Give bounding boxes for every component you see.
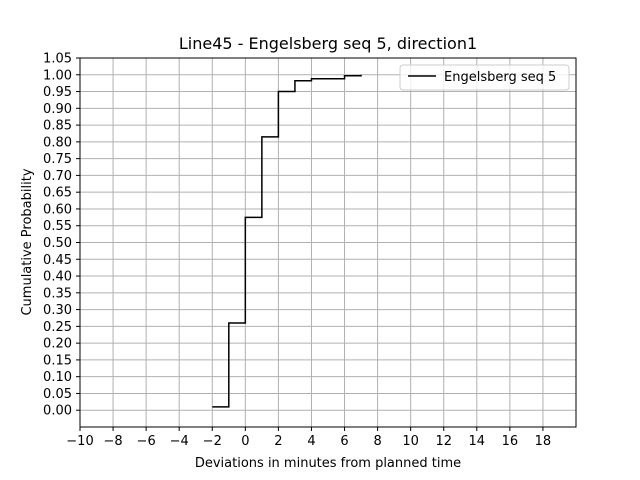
x-tick-label: −4	[170, 434, 189, 449]
y-tick-label: 0.35	[43, 286, 72, 301]
y-tick-label: 1.05	[43, 52, 72, 67]
x-tick-label: −6	[137, 434, 156, 449]
chart-title: Line45 - Engelsberg seq 5, direction1	[179, 34, 477, 53]
x-tick-label: 16	[502, 434, 519, 449]
x-tick-label: −10	[66, 434, 93, 449]
y-tick-label: 0.25	[43, 320, 72, 335]
y-tick-label: 0.75	[43, 152, 72, 167]
y-tick-label: 0.20	[43, 337, 72, 352]
legend-box	[399, 64, 570, 91]
x-tick-label: −2	[203, 434, 222, 449]
x-axis-label: Deviations in minutes from planned time	[195, 456, 461, 471]
y-axis-ticks: 0.00 0.05 0.10 0.150.20 0.25 0.30 0.350.40 0.45…	[43, 52, 80, 419]
series-layer	[212, 74, 362, 408]
legend: Engelsberg seq 5	[399, 64, 570, 91]
y-tick-label: 0.10	[43, 370, 72, 385]
y-tick-label: 0.30	[43, 303, 72, 318]
series-line-engelsberg-seq-5	[212, 74, 362, 408]
y-tick-label: 0.55	[43, 219, 72, 234]
x-tick-label: 8	[373, 434, 381, 449]
y-tick-label: 0.60	[43, 202, 72, 217]
y-tick-label: 0.70	[43, 169, 72, 184]
y-tick-label: 0.85	[43, 119, 72, 134]
y-tick-label: 0.95	[43, 85, 72, 100]
y-tick-label: 0.05	[43, 387, 72, 402]
x-tick-label: 18	[535, 434, 552, 449]
y-tick-label: 0.40	[43, 270, 72, 285]
x-tick-label: 2	[274, 434, 282, 449]
y-tick-label: 1.00	[43, 68, 72, 83]
x-tick-label: 10	[402, 434, 419, 449]
y-tick-label: 0.00	[43, 404, 72, 419]
x-tick-label: 12	[435, 434, 452, 449]
x-tick-label: 6	[340, 434, 348, 449]
y-axis-label: Cumulative Probability	[20, 168, 35, 315]
y-tick-label: 0.50	[43, 236, 72, 251]
x-tick-label: 14	[469, 434, 486, 449]
x-tick-label: −8	[103, 434, 122, 449]
y-tick-label: 0.90	[43, 102, 72, 117]
legend-label: Engelsberg seq 5	[444, 70, 556, 85]
x-tick-label: 4	[307, 434, 315, 449]
y-tick-label: 0.80	[43, 135, 72, 150]
y-tick-label: 0.15	[43, 353, 72, 368]
y-tick-label: 0.65	[43, 186, 72, 201]
y-tick-label: 0.45	[43, 253, 72, 268]
x-axis-ticks: −10 −8 −6 −4 −2 0 2 4 6 8 10 12 14 16 18	[66, 427, 551, 449]
x-tick-label: 0	[241, 434, 249, 449]
